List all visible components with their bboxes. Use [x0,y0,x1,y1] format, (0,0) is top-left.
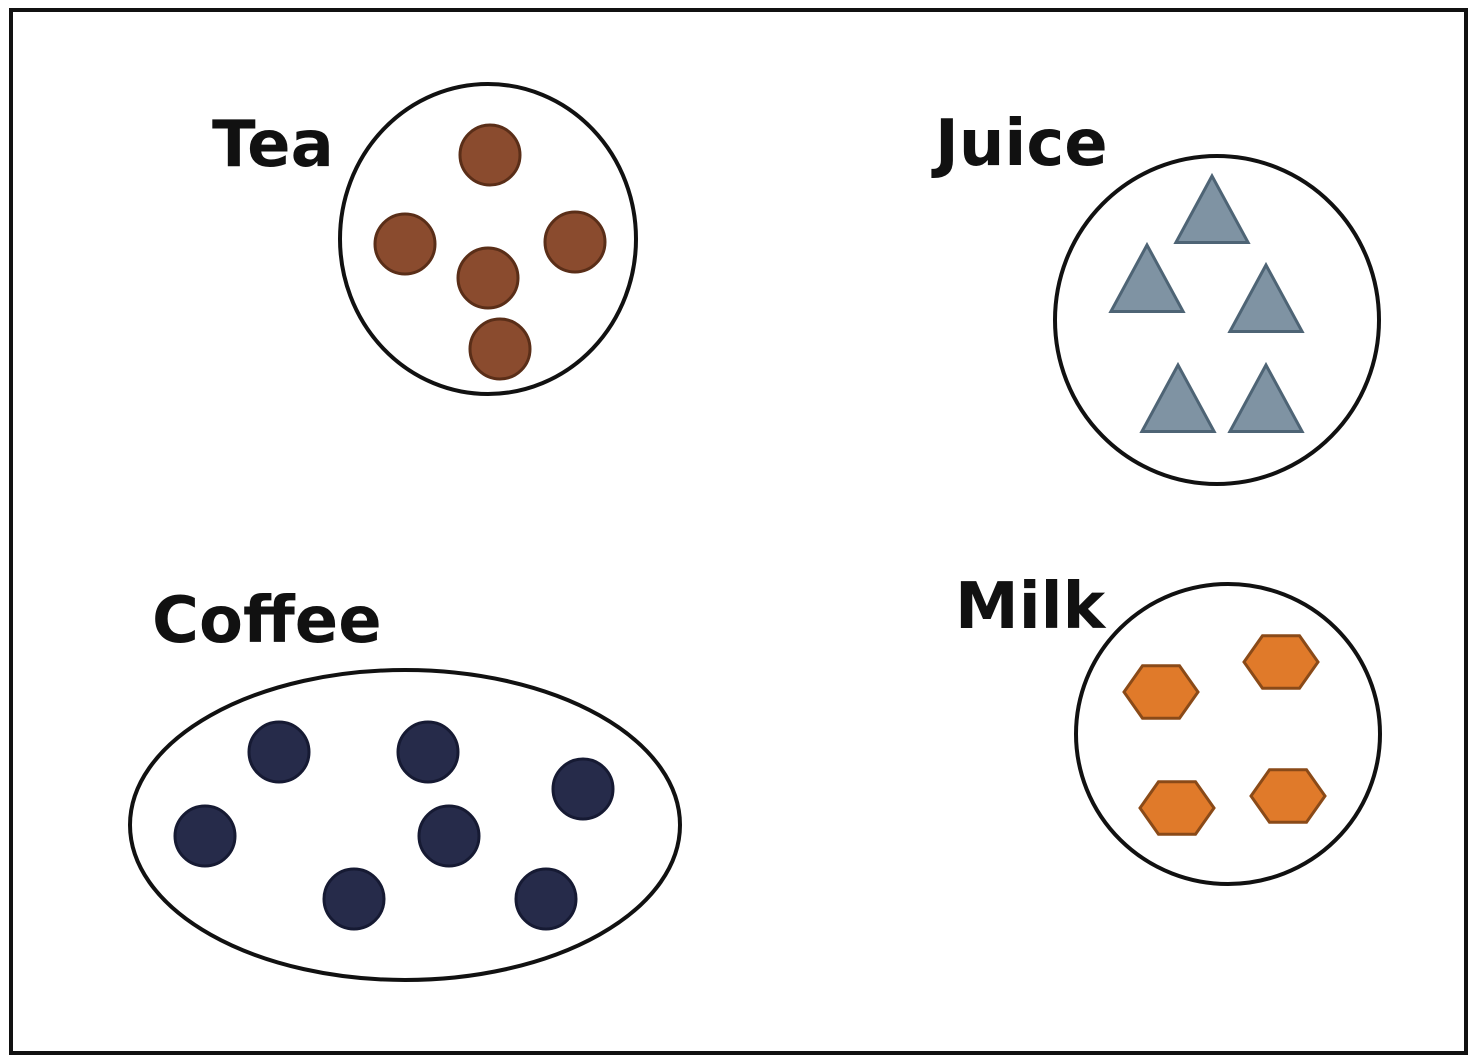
milk-item-hexagon-3 [1138,780,1216,836]
coffee-item-circle-3 [551,757,615,821]
milk-item-hexagon-1 [1122,664,1200,720]
milk-item-hexagon-2 [1242,634,1320,690]
tea-item-circle-4 [456,246,520,310]
juice-item-triangle-4 [1139,361,1217,433]
tea-item-circle-3 [543,210,607,274]
tea-item-circle-2 [373,212,437,276]
tea-item-circle-5 [468,317,532,381]
coffee-item-circle-5 [417,804,481,868]
coffee-item-circle-1 [247,720,311,784]
coffee-item-circle-7 [514,867,578,931]
group-milk: Milk [955,570,1382,886]
juice-item-triangle-2 [1108,241,1186,313]
group-tea-label: Tea [212,108,334,182]
juice-item-triangle-1 [1173,172,1251,244]
group-juice-label: Juice [931,107,1108,181]
milk-item-hexagon-4 [1249,768,1327,824]
group-juice: Juice [931,107,1381,486]
group-tea: Tea [212,82,638,396]
group-coffee: Coffee [128,584,682,982]
tea-item-circle-1 [458,123,522,187]
group-milk-label: Milk [955,570,1107,644]
frame-border [9,8,1468,1055]
coffee-item-circle-6 [322,867,386,931]
coffee-item-circle-4 [173,804,237,868]
group-coffee-label: Coffee [152,584,382,658]
juice-item-triangle-5 [1227,361,1305,433]
group-milk-boundary [1074,582,1382,886]
juice-item-triangle-3 [1227,261,1305,333]
group-coffee-boundary [128,668,682,982]
group-juice-boundary [1053,154,1381,486]
group-tea-boundary [338,82,638,396]
coffee-item-circle-2 [396,720,460,784]
